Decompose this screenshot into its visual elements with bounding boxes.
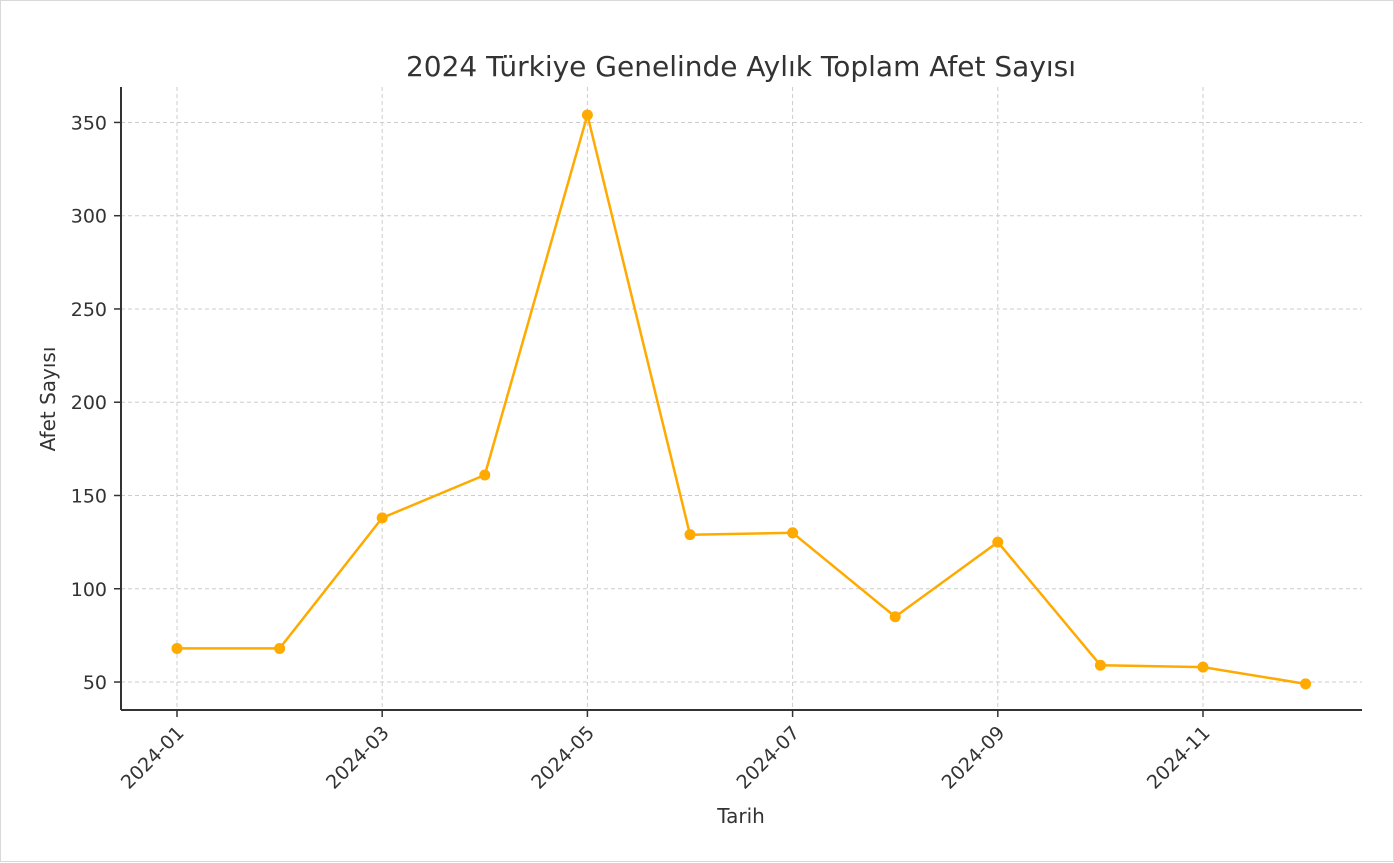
data-point <box>581 109 593 121</box>
data-point <box>992 536 1004 548</box>
series-line <box>177 113 1306 686</box>
data-point <box>787 527 799 539</box>
y-tick-label: 350 <box>71 112 107 134</box>
data-point <box>479 469 491 481</box>
data-point <box>889 611 901 623</box>
chart-title: 2024 Türkiye Genelinde Aylık Toplam Afet… <box>406 50 1076 83</box>
data-point <box>171 642 183 654</box>
data-point <box>274 642 286 654</box>
data-point <box>1197 661 1209 673</box>
grid <box>121 87 1362 710</box>
y-tick-label: 100 <box>71 579 107 601</box>
x-tick-label: 2024-01 <box>117 722 189 794</box>
y-tick-label: 250 <box>71 299 107 321</box>
x-tick-label: 2024-11 <box>1143 722 1215 794</box>
y-tick-label: 300 <box>71 206 107 228</box>
x-tick-label: 2024-05 <box>527 722 599 794</box>
x-tick-label: 2024-09 <box>938 722 1010 794</box>
x-axis-ticks: 2024-01 2024-03 2024-05 2024-07 2024-09 2024-… <box>117 710 1215 794</box>
y-axis-ticks: 50 100 150 200 250 300 350 <box>71 112 121 694</box>
y-tick-label: 200 <box>71 392 107 414</box>
data-point <box>1300 678 1312 690</box>
x-tick-label: 2024-07 <box>732 722 804 794</box>
y-axis-label: Afet Sayısı <box>36 347 60 452</box>
x-tick-label: 2024-03 <box>322 722 394 794</box>
series-polyline <box>177 113 1306 686</box>
data-points <box>171 109 1312 690</box>
data-point <box>376 512 388 524</box>
data-point <box>684 529 696 541</box>
y-tick-label: 150 <box>71 485 107 507</box>
data-point <box>1094 659 1106 671</box>
axes <box>120 87 1362 711</box>
y-tick-label: 50 <box>83 672 107 694</box>
x-axis-label: Tarih <box>716 804 765 828</box>
